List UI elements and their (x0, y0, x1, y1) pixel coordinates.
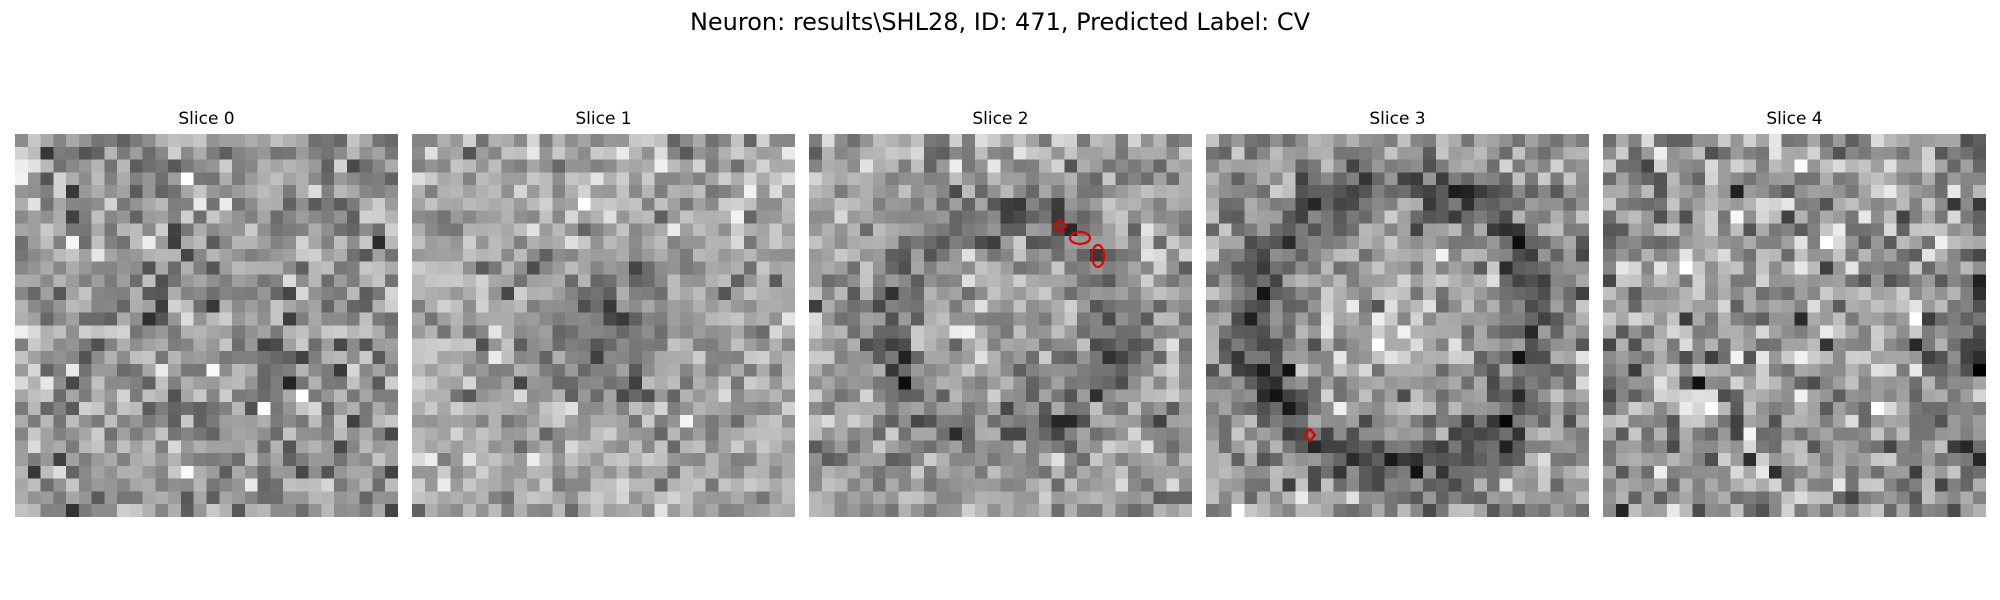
slice-image-3 (1206, 134, 1589, 517)
roi-outline (1052, 218, 1068, 234)
slice-canvas-1 (412, 134, 795, 517)
slice-panel-3: Slice 3 (1206, 108, 1589, 517)
slice-title-1: Slice 1 (575, 109, 632, 129)
slice-canvas-0 (15, 134, 398, 517)
slice-panel-2: Slice 2 (809, 108, 1192, 517)
slice-image-1 (412, 134, 795, 517)
slice-title-3: Slice 3 (1369, 109, 1426, 129)
roi-overlay-2 (1052, 218, 1106, 269)
slice-panel-1: Slice 1 (412, 108, 795, 517)
slice-canvas-2 (809, 134, 1192, 517)
slice-image-2 (809, 134, 1192, 517)
roi-outline (1068, 230, 1092, 246)
roi-outline (1090, 243, 1106, 269)
slice-canvas-3 (1206, 134, 1589, 517)
slice-panel-0: Slice 0 (15, 108, 398, 517)
slice-canvas-4 (1603, 134, 1986, 517)
figure-title: Neuron: results\SHL28, ID: 471, Predicte… (689, 8, 1311, 36)
roi-overlay-3 (1303, 427, 1317, 443)
slice-title-0: Slice 0 (178, 109, 235, 129)
slice-image-4 (1603, 134, 1986, 517)
slice-title-4: Slice 4 (1766, 109, 1823, 129)
slice-panel-4: Slice 4 (1603, 108, 1986, 517)
slice-image-0 (15, 134, 398, 517)
slice-title-2: Slice 2 (972, 109, 1029, 129)
roi-outline (1303, 427, 1317, 443)
